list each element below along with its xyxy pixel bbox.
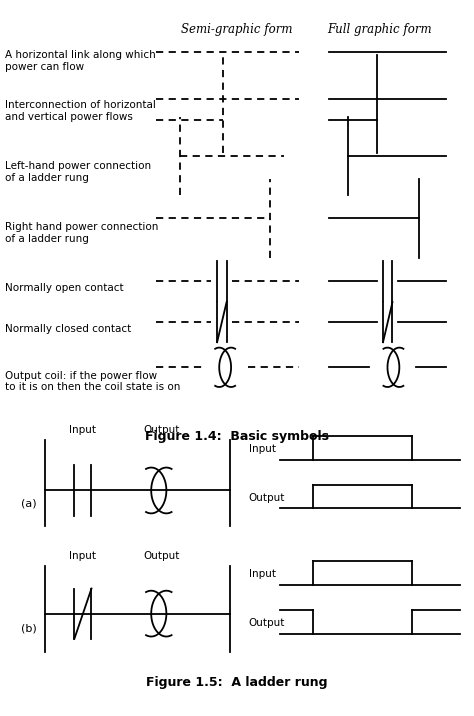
- Text: Output coil: if the power flow
to it is on then the coil state is on: Output coil: if the power flow to it is …: [5, 371, 180, 392]
- Text: Output: Output: [249, 493, 285, 503]
- Text: Normally closed contact: Normally closed contact: [5, 324, 131, 334]
- Text: Input: Input: [249, 569, 276, 579]
- Text: Output: Output: [249, 618, 285, 628]
- Text: Interconnection of horizontal
and vertical power flows: Interconnection of horizontal and vertic…: [5, 100, 155, 122]
- Text: Input: Input: [70, 425, 96, 435]
- Text: Normally open contact: Normally open contact: [5, 283, 123, 293]
- Text: Output: Output: [143, 551, 179, 561]
- Text: Input: Input: [70, 551, 96, 561]
- Text: Figure 1.5:  A ladder rung: Figure 1.5: A ladder rung: [146, 676, 328, 689]
- Text: Output: Output: [143, 425, 179, 435]
- Text: Right hand power connection
of a ladder rung: Right hand power connection of a ladder …: [5, 222, 158, 243]
- Text: Semi-graphic form: Semi-graphic form: [181, 23, 293, 36]
- Text: Figure 1.4:  Basic symbols: Figure 1.4: Basic symbols: [145, 430, 329, 442]
- Text: (a): (a): [21, 498, 37, 508]
- Text: Left-hand power connection
of a ladder rung: Left-hand power connection of a ladder r…: [5, 161, 151, 183]
- Text: Input: Input: [249, 444, 276, 454]
- Text: A horizontal link along which
power can flow: A horizontal link along which power can …: [5, 50, 155, 72]
- Text: Full graphic form: Full graphic form: [327, 23, 431, 36]
- Text: (b): (b): [21, 624, 37, 634]
